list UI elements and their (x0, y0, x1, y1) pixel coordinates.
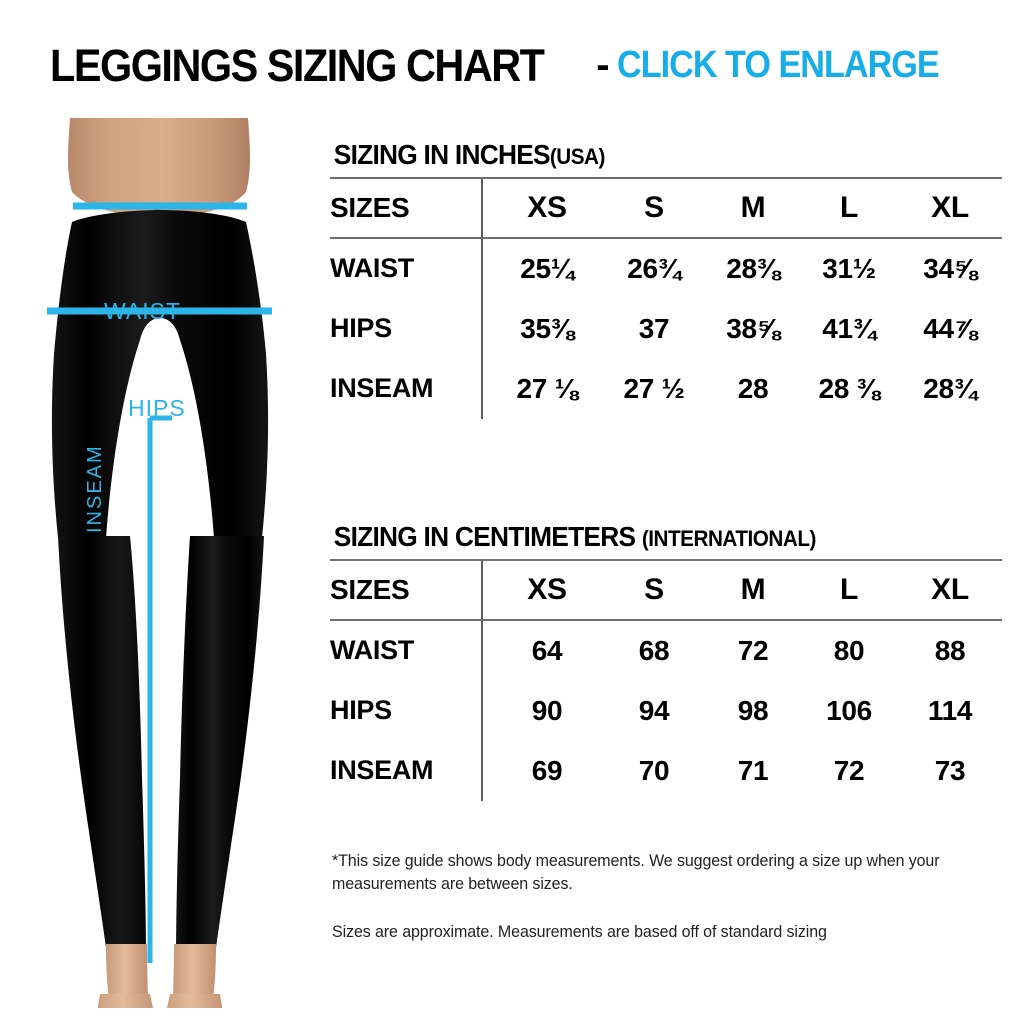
cm-waist-xs: 64 (531, 634, 563, 666)
cm-title-text: SIZING IN CENTIMETERS (333, 521, 636, 552)
cm-inseam-l: 72 (833, 754, 865, 786)
cm-row-label-hips: HIPS (330, 695, 392, 726)
inches-hips-s: 37 (638, 312, 670, 344)
cm-waist-l: 80 (833, 634, 865, 666)
inches-col-xs: XS (492, 178, 602, 239)
cm-hips-m: 98 (737, 694, 769, 726)
inches-row-divider (481, 358, 492, 419)
cm-waist-s: 68 (638, 634, 670, 666)
inches-table-block: SIZING IN INCHES(USA) SIZES XS S M L XL … (330, 139, 1002, 419)
table-row: INSEAM 69 70 71 72 73 (330, 740, 1002, 801)
inches-row-label-inseam: INSEAM (330, 373, 434, 404)
page-header: LEGGINGS SIZING CHART - CLICK TO ENLARGE (0, 36, 1024, 94)
inches-col-l: L (800, 178, 898, 239)
inches-hips-l: 41¾ (822, 312, 876, 344)
inches-inseam-xs: 27 ⅛ (516, 372, 578, 404)
table-row: WAIST 64 68 72 80 88 (330, 619, 1002, 681)
cm-col-m: M (706, 560, 800, 621)
cm-section-title: SIZING IN CENTIMETERS (INTERNATIONAL) (330, 521, 962, 553)
footnote-size-guide: *This size guide shows body measurements… (332, 852, 940, 894)
inches-title-paren: (USA) (549, 144, 606, 169)
inches-title-text: SIZING IN INCHES (333, 139, 551, 170)
page-title: LEGGINGS SIZING CHART (49, 39, 545, 91)
cm-row-label-waist: WAIST (330, 635, 414, 666)
table-row: WAIST 25¼ 26¾ 28⅜ 31½ 34⅝ (330, 237, 1002, 299)
cm-row-label-inseam: INSEAM (330, 755, 434, 786)
cm-row-divider (481, 619, 492, 681)
inches-col-m: M (706, 178, 800, 239)
inches-row-divider (481, 298, 492, 359)
inches-row-label-waist: WAIST (330, 253, 414, 284)
cm-hips-s: 94 (638, 694, 670, 726)
inches-title-rule (330, 176, 1002, 179)
inches-col-s: S (602, 178, 706, 239)
footnote-approximate: Sizes are approximate. Measurements are … (332, 922, 827, 941)
inches-header-divider (481, 178, 492, 239)
cm-inseam-s: 70 (638, 754, 670, 786)
cm-header-divider (481, 560, 492, 621)
leggings-illustration (47, 118, 272, 1008)
cm-col-l: L (800, 560, 898, 621)
inches-section-title: SIZING IN INCHES(USA) (330, 139, 962, 171)
leggings-figure[interactable]: WAIST HIPS INSEAM (0, 118, 318, 1008)
inches-waist-xs: 25¼ (520, 252, 574, 284)
inches-waist-xl: 34⅝ (923, 252, 977, 284)
inches-inseam-xl: 28¾ (923, 372, 977, 404)
cm-inseam-xs: 69 (531, 754, 563, 786)
inches-waist-m: 28⅜ (726, 252, 780, 284)
centimeters-table: SIZES XS S M L XL WAIST 64 68 72 80 88 H… (330, 560, 1002, 801)
cm-row-divider (481, 740, 492, 801)
cm-col-xl: XL (898, 560, 1002, 621)
cm-waist-m: 72 (737, 634, 769, 666)
inches-hips-xl: 44⅞ (923, 312, 977, 344)
inches-inseam-s: 27 ½ (623, 372, 685, 404)
inches-inseam-m: 28 (737, 372, 769, 404)
inches-header-row: SIZES XS S M L XL (330, 178, 1002, 239)
cm-col-xs: XS (492, 560, 602, 621)
cm-hips-l: 106 (826, 694, 872, 726)
cm-col-sizes: SIZES (330, 560, 482, 621)
cm-row-divider (481, 680, 492, 741)
inches-hips-xs: 35⅜ (520, 312, 574, 344)
cm-title-rule (330, 558, 1002, 561)
cm-header-row: SIZES XS S M L XL (330, 560, 1002, 621)
inches-table: SIZES XS S M L XL WAIST 25¼ 26¾ 28⅜ 31½ … (330, 178, 1002, 419)
table-row: HIPS 35⅜ 37 38⅝ 41¾ 44⅞ (330, 298, 1002, 359)
table-row: HIPS 90 94 98 106 114 (330, 680, 1002, 741)
inches-row-divider (481, 237, 492, 299)
cm-hips-xs: 90 (531, 694, 563, 726)
inches-row-label-hips: HIPS (330, 313, 392, 344)
cm-inseam-m: 71 (737, 754, 769, 786)
inches-waist-s: 26¾ (627, 252, 681, 284)
inches-waist-l: 31½ (822, 252, 876, 284)
centimeters-table-block: SIZING IN CENTIMETERS (INTERNATIONAL) SI… (330, 521, 1002, 801)
cm-title-paren: (INTERNATIONAL) (641, 526, 817, 551)
inches-col-xl: XL (898, 178, 1002, 239)
cm-inseam-xl: 73 (934, 754, 966, 786)
inches-inseam-l: 28 ⅜ (818, 372, 880, 404)
cm-hips-xl: 114 (927, 694, 973, 726)
cm-waist-xl: 88 (934, 634, 966, 666)
inches-hips-m: 38⅝ (726, 312, 780, 344)
footnotes: *This size guide shows body measurements… (332, 850, 1000, 944)
title-separator-dash: - (596, 43, 610, 87)
cm-col-s: S (602, 560, 706, 621)
click-to-enlarge-label[interactable]: CLICK TO ENLARGE (616, 44, 940, 86)
table-row: INSEAM 27 ⅛ 27 ½ 28 28 ⅜ 28¾ (330, 358, 1002, 419)
inches-col-sizes: SIZES (330, 178, 482, 239)
